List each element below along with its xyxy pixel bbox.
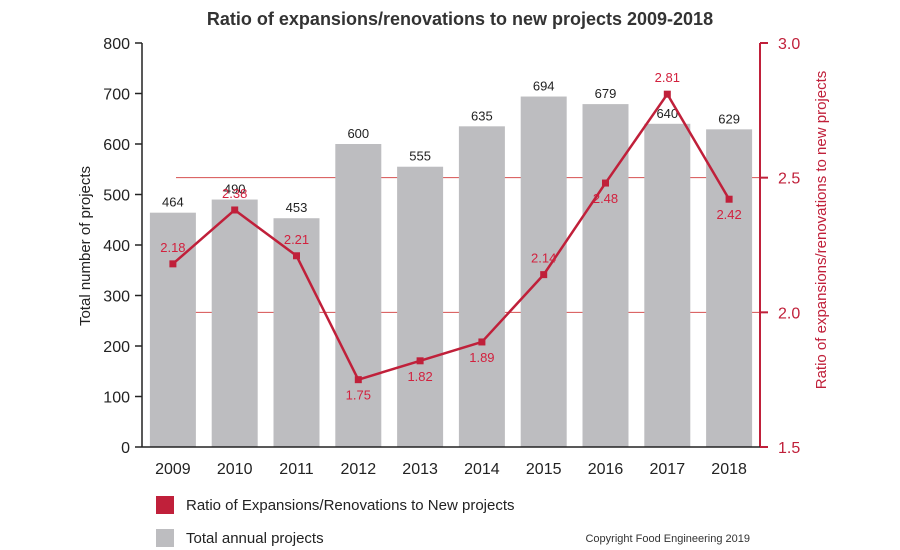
- left-tick-label: 700: [103, 87, 130, 104]
- bar-2018: [706, 129, 753, 448]
- ratio-value-label: 2.48: [593, 191, 618, 206]
- bar-value-label: 464: [162, 195, 184, 210]
- bar-2010: [211, 199, 258, 447]
- chart-title: Ratio of expansions/renovations to new p…: [207, 9, 713, 29]
- x-tick-label: 2014: [464, 461, 500, 478]
- x-tick-label: 2009: [155, 461, 191, 478]
- left-tick-label: 800: [103, 36, 130, 53]
- ratio-value-label: 1.75: [346, 388, 371, 403]
- ratio-value-label: 2.14: [531, 251, 556, 266]
- left-y-axis: 0 100 200 300 400 500 600 700 800: [103, 36, 143, 457]
- right-tick-label: 1.5: [778, 440, 800, 457]
- legend: Ratio of Expansions/Renovations to New p…: [156, 496, 515, 547]
- left-tick-label: 600: [103, 137, 130, 154]
- bar-2013: [397, 166, 444, 447]
- left-tick-label: 300: [103, 289, 130, 306]
- ratio-marker-2014: [478, 338, 486, 346]
- ratio-marker-2018: [725, 195, 733, 203]
- legend-swatch-ratio: [156, 496, 174, 514]
- copyright-text: Copyright Food Engineering 2019: [585, 533, 750, 545]
- ratio-marker-2017: [663, 90, 671, 98]
- bar-value-label: 679: [595, 86, 617, 101]
- left-tick-label: 500: [103, 188, 130, 205]
- bar-value-label: 629: [718, 111, 740, 126]
- ratio-value-label: 2.38: [222, 186, 247, 201]
- bar-value-label: 635: [471, 108, 493, 123]
- right-axis-title: Ratio of expansions/renovations to new p…: [813, 71, 830, 390]
- left-tick-label: 100: [103, 390, 130, 407]
- x-tick-label: 2012: [341, 461, 377, 478]
- x-tick-label: 2011: [279, 461, 314, 478]
- bar-2017: [644, 123, 691, 448]
- right-tick-label: 2.5: [778, 171, 800, 188]
- bar-2016: [582, 104, 629, 447]
- bar-2014: [458, 126, 505, 447]
- ratio-value-label: 1.89: [469, 350, 494, 365]
- ratio-line-series: 2.18 2.38 2.21 1.75 1.82 1.89 2.14 2.48 2.81 2.42: [160, 70, 742, 402]
- ratio-value-label: 1.82: [407, 369, 432, 384]
- bar-value-label: 555: [409, 149, 431, 164]
- bar-value-label: 490: [224, 182, 246, 197]
- legend-swatch-total: [156, 529, 174, 547]
- ratio-marker-2015: [540, 271, 548, 279]
- ratio-marker-2012: [354, 376, 362, 384]
- ratio-value-label: 2.81: [655, 70, 680, 85]
- ratio-marker-2013: [416, 357, 424, 365]
- ratio-value-label: 2.21: [284, 232, 309, 247]
- bar-value-label: 600: [347, 126, 369, 141]
- legend-label-total: Total annual projects: [186, 530, 324, 547]
- legend-label-ratio: Ratio of Expansions/Renovations to New p…: [186, 497, 515, 514]
- bar-value-label: 694: [533, 79, 555, 94]
- bar-2012: [335, 144, 382, 447]
- x-tick-label: 2010: [217, 461, 253, 478]
- x-tick-label: 2016: [588, 461, 624, 478]
- x-axis: 2009 2010 2011 2012 2013 2014 2015 2016 2017 2018: [142, 446, 760, 478]
- ratio-marker-2010: [231, 206, 239, 214]
- right-tick-label: 2.0: [778, 305, 800, 322]
- bars: 464 490 453 600 555 635 694 679 640 629: [149, 79, 753, 448]
- right-y-axis: 1.5 2.0 2.5 3.0: [759, 36, 800, 457]
- left-axis-title: Total number of projects: [77, 166, 94, 326]
- left-tick-label: 0: [121, 440, 130, 457]
- x-tick-label: 2018: [711, 461, 747, 478]
- left-tick-label: 400: [103, 238, 130, 255]
- x-tick-label: 2013: [402, 461, 438, 478]
- ratio-marker-2011: [293, 252, 300, 260]
- ratio-value-label: 2.18: [160, 240, 185, 255]
- bar-value-label: 640: [656, 106, 678, 121]
- ratio-value-label: 2.42: [716, 207, 741, 222]
- x-tick-label: 2015: [526, 461, 562, 478]
- ratio-marker-2009: [169, 260, 177, 268]
- left-tick-label: 200: [103, 339, 130, 356]
- right-tick-label: 3.0: [778, 36, 800, 53]
- ratio-line: [172, 92, 731, 381]
- x-tick-label: 2017: [650, 461, 686, 478]
- ratio-marker-2016: [602, 179, 609, 187]
- bar-value-label: 453: [286, 200, 308, 215]
